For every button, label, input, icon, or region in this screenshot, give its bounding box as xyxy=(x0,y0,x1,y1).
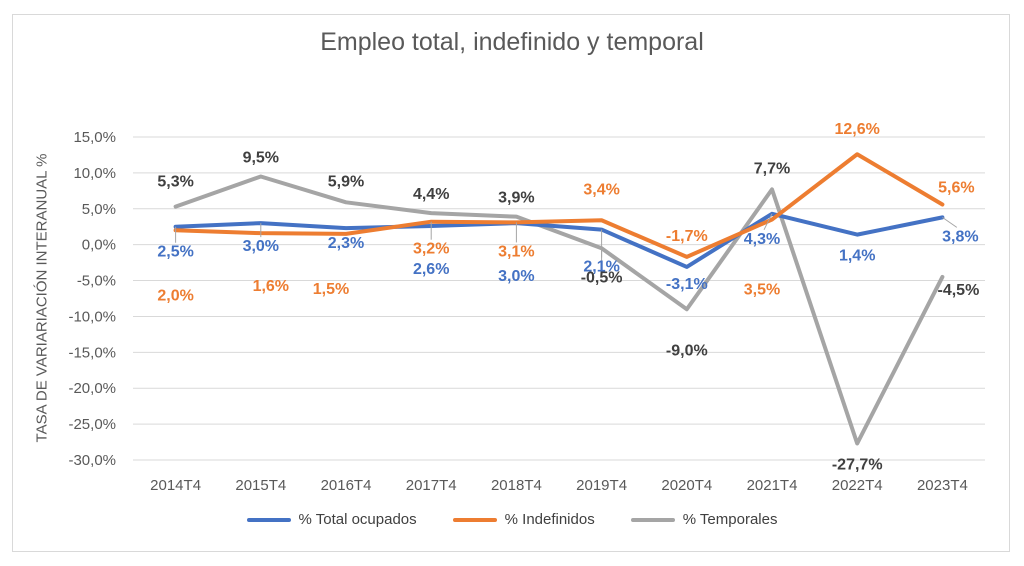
y-tick-label: -15,0% xyxy=(68,344,116,361)
y-tick-label: 15,0% xyxy=(73,129,116,146)
legend-label-total: % Total ocupados xyxy=(298,511,417,528)
data-label-temporales: 4,4% xyxy=(413,186,449,203)
data-label-total: -3,1% xyxy=(666,276,708,293)
y-tick-label: 0,0% xyxy=(82,237,116,254)
data-label-indefinidos: 3,4% xyxy=(583,181,619,198)
data-label-temporales: 5,9% xyxy=(328,173,364,190)
legend-swatch-total xyxy=(246,517,291,522)
y-tick-label: -10,0% xyxy=(68,308,116,325)
data-label-temporales: 9,5% xyxy=(243,149,279,166)
data-label-temporales: -0,5% xyxy=(581,269,623,286)
x-tick-label: 2016T4 xyxy=(321,477,372,494)
x-tick-label: 2014T4 xyxy=(150,477,201,494)
data-label-temporales: -9,0% xyxy=(666,342,708,359)
data-label-total: 1,4% xyxy=(839,248,875,265)
y-tick-label: -30,0% xyxy=(68,452,116,469)
x-tick-label: 2018T4 xyxy=(491,477,542,494)
leader-line xyxy=(942,216,958,228)
data-label-temporales: 5,3% xyxy=(157,174,193,191)
data-label-indefinidos: 1,6% xyxy=(253,278,289,295)
data-label-temporales: -27,7% xyxy=(832,456,883,473)
legend-item-temporales: % Temporales xyxy=(630,511,778,528)
data-label-indefinidos: 5,6% xyxy=(938,179,974,196)
data-label-indefinidos: 2,0% xyxy=(157,287,193,304)
legend-label-temporales: % Temporales xyxy=(682,511,778,528)
y-tick-label: 5,0% xyxy=(82,201,116,218)
data-label-indefinidos: 12,6% xyxy=(835,121,880,138)
series-line-total xyxy=(173,211,945,269)
legend-item-total: % Total ocupados xyxy=(246,511,417,528)
x-tick-label: 2022T4 xyxy=(832,477,883,494)
data-label-indefinidos: 1,5% xyxy=(313,281,349,298)
legend-swatch-temporales xyxy=(630,517,675,522)
x-tick-label: 2023T4 xyxy=(917,477,968,494)
x-tick-label: 2020T4 xyxy=(661,477,712,494)
y-tick-label: -20,0% xyxy=(68,380,116,397)
data-label-total: 4,3% xyxy=(744,231,780,248)
series-line-temporales xyxy=(173,174,945,446)
y-tick-label: -5,0% xyxy=(77,273,116,290)
legend: % Total ocupados % Indefinidos % Tempora… xyxy=(0,511,1024,528)
y-tick-label: 10,0% xyxy=(73,165,116,182)
x-tick-label: 2019T4 xyxy=(576,477,627,494)
chart-frame xyxy=(12,14,1010,552)
y-tick-label: -25,0% xyxy=(68,416,116,433)
series-line-indefinidos xyxy=(173,152,945,259)
data-label-indefinidos: 3,2% xyxy=(413,241,449,258)
data-label-temporales: 3,9% xyxy=(498,190,534,207)
data-label-total: 3,8% xyxy=(942,228,978,245)
data-label-total: 3,0% xyxy=(498,268,534,285)
x-tick-label: 2015T4 xyxy=(235,477,286,494)
data-label-temporales: -4,5% xyxy=(938,282,980,299)
data-label-total: 2,1% xyxy=(583,259,619,276)
legend-label-indefinidos: % Indefinidos xyxy=(504,511,595,528)
legend-item-indefinidos: % Indefinidos xyxy=(452,511,595,528)
leader-line xyxy=(763,213,773,231)
data-label-indefinidos: 3,1% xyxy=(498,243,534,260)
data-label-total: 2,5% xyxy=(157,244,193,261)
data-label-indefinidos: -1,7% xyxy=(666,228,708,245)
legend-swatch-indefinidos xyxy=(452,517,497,522)
x-tick-label: 2021T4 xyxy=(747,477,798,494)
data-label-indefinidos: 3,5% xyxy=(744,282,780,299)
data-label-total: 3,0% xyxy=(243,238,279,255)
chart-title: Empleo total, indefinido y temporal xyxy=(320,28,704,56)
data-label-total: 2,6% xyxy=(413,261,449,278)
data-label-total: 2,3% xyxy=(328,235,364,252)
x-tick-label: 2017T4 xyxy=(406,477,457,494)
data-label-temporales: 7,7% xyxy=(754,160,790,177)
